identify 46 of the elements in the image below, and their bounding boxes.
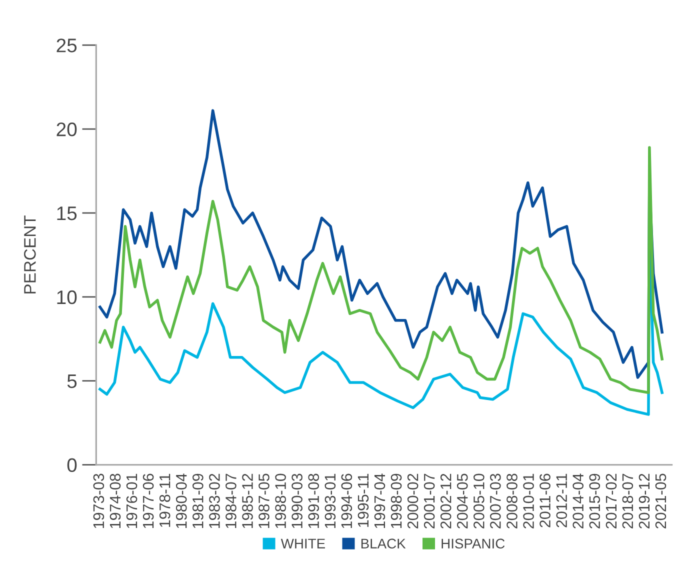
x-tick-label: 1977-06 [142, 474, 154, 528]
x-tick-label: 1988-10 [275, 474, 286, 528]
y-tick-label: 20 [56, 122, 77, 136]
x-tick-label: 1998-09 [390, 474, 402, 528]
x-tick-label: 1973-03 [93, 474, 104, 528]
x-tick-label: 1985-12 [242, 474, 253, 528]
x-tick-label: 2019-12 [638, 474, 650, 528]
x-tick-label: 2000-02 [407, 474, 418, 528]
y-tick-label: 25 [56, 38, 77, 52]
x-tick-label: 1984-07 [226, 474, 236, 528]
x-tick-label: 1993-01 [324, 474, 336, 528]
x-tick-label: 2021-05 [655, 474, 666, 528]
x-tick-label: 2017-02 [606, 474, 617, 528]
x-tick-label: 2004-05 [456, 474, 468, 528]
y-tick-label: 5 [67, 374, 77, 388]
y-axis-title: PERCENT [24, 216, 36, 294]
x-tick-label: 2005-10 [474, 474, 484, 528]
x-tick-label: 1990-03 [292, 474, 302, 528]
x-tick-label: 2014-04 [572, 474, 584, 528]
x-tick-label: 2012-11 [556, 474, 568, 528]
x-tick-label: 1994-06 [341, 474, 352, 528]
x-tick-label: 1976-01 [126, 474, 138, 528]
x-tick-label: 1978-11 [159, 474, 170, 527]
line-series [98, 146, 664, 394]
x-tick-label: 2011-06 [540, 474, 550, 528]
y-tick-label: 10 [57, 290, 77, 304]
y-tick-label: 0 [67, 458, 77, 472]
x-tick-label: 1995-11 [358, 474, 369, 527]
legend-label: HISPANIC [442, 538, 505, 549]
x-tick-label: 2002-12 [440, 474, 452, 528]
x-tick-label: 1983-02 [209, 474, 220, 528]
x-tick-label: 1980-04 [176, 474, 187, 528]
y-tick-label: 15 [57, 206, 77, 220]
x-tick-label: 1981-09 [192, 474, 204, 528]
x-tick-label: 2010-01 [523, 474, 534, 528]
x-tick-label: 2001-07 [424, 474, 435, 528]
x-tick-label: 2018-07 [622, 474, 634, 528]
x-tick-label: 1991-08 [308, 474, 320, 528]
legend-label: WHITE [280, 538, 325, 548]
x-tick-label: 1997-04 [374, 474, 386, 528]
x-tick-label: 2008-08 [506, 474, 518, 528]
x-tick-label: 2007-03 [490, 474, 501, 528]
x-tick-label: 1987-05 [258, 474, 270, 528]
legend-label: BLACK [361, 538, 406, 549]
x-tick-label: 2015-09 [589, 474, 600, 528]
x-tick-label: 1974-08 [110, 474, 121, 528]
